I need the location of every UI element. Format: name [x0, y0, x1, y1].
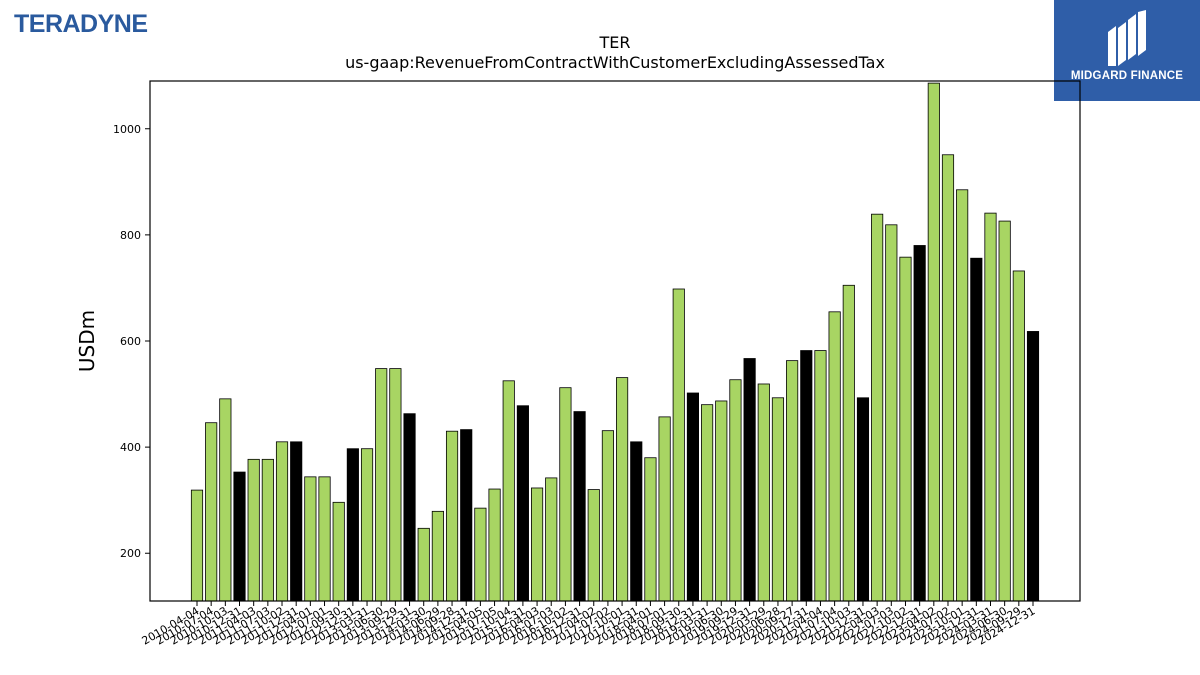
bar-2021-04-04 — [814, 350, 827, 602]
bar-2018-09-30 — [672, 288, 685, 602]
teradyne-logo: TERADYNE — [14, 10, 148, 38]
bar-2013-03-31 — [360, 448, 374, 602]
bar-2011-07-03 — [261, 458, 274, 602]
bar-2015-04-05 — [474, 507, 487, 602]
y-tick-label: 1000 — [113, 123, 141, 136]
bar-2012-09-30 — [332, 501, 345, 602]
bar-2010-07-04 — [205, 422, 218, 602]
bar-2010-10-03 — [219, 398, 232, 602]
bar-2020-06-28 — [771, 397, 785, 602]
bar-2014-09-28 — [445, 430, 459, 602]
bar-2017-12-31 — [630, 441, 643, 602]
bar-2013-09-29 — [389, 368, 402, 602]
bar-2020-09-27 — [786, 360, 799, 602]
bar-2023-07-02 — [941, 154, 955, 602]
bars-group — [190, 82, 1040, 602]
bar-2020-12-31 — [800, 350, 813, 602]
bar-2020-03-29 — [757, 383, 770, 602]
bar-2014-06-29 — [431, 510, 444, 602]
bar-2016-12-31 — [573, 411, 586, 602]
y-tick-label: 400 — [120, 441, 141, 454]
bar-2021-07-04 — [828, 311, 841, 602]
bar-2022-04-03 — [871, 213, 884, 602]
bar-2022-12-31 — [913, 245, 926, 602]
y-tick-label: 800 — [120, 229, 141, 242]
bar-2015-12-31 — [516, 405, 529, 602]
bar-2011-04-03 — [247, 458, 260, 602]
x-axis: 2010-04-042010-07-042010-10-032010-12-31… — [140, 601, 1038, 648]
bar-2022-07-03 — [885, 224, 898, 602]
bar-2019-03-31 — [701, 404, 714, 602]
bar-2024-12-31 — [1026, 331, 1040, 602]
bar-2023-12-31 — [970, 257, 983, 602]
bar-2014-03-30 — [417, 527, 430, 602]
bar-2023-04-02 — [927, 82, 940, 602]
bar-2019-09-29 — [729, 379, 742, 602]
bar-2017-10-01 — [616, 377, 629, 602]
bar-2011-12-31 — [290, 441, 303, 602]
bar-2016-10-02 — [559, 387, 572, 602]
bar-2015-10-04 — [502, 380, 515, 602]
bar-2023-10-01 — [956, 189, 969, 602]
bar-2014-12-31 — [460, 429, 473, 602]
bar-2012-07-01 — [318, 476, 331, 602]
y-axis-label: USDm — [75, 310, 99, 372]
bar-2012-12-31 — [346, 448, 359, 602]
bar-2019-12-31 — [743, 358, 756, 602]
y-tick-label: 200 — [120, 547, 141, 560]
y-tick-label: 600 — [120, 335, 141, 348]
bar-2010-12-31 — [233, 471, 246, 602]
bar-2013-12-31 — [403, 413, 416, 602]
bar-2012-04-01 — [304, 476, 317, 602]
bar-2016-04-03 — [531, 487, 544, 602]
bar-2024-06-30 — [998, 220, 1011, 602]
bar-2021-10-03 — [842, 284, 855, 602]
bar-2011-10-02 — [275, 441, 289, 602]
bar-2015-07-05 — [488, 488, 501, 602]
bar-2018-12-31 — [686, 392, 700, 602]
bar-2017-04-02 — [587, 489, 600, 602]
bar-2010-04-04 — [190, 489, 204, 602]
chart-subtitle: us-gaap:RevenueFromContractWithCustomerE… — [345, 53, 885, 72]
bar-2021-12-31 — [856, 397, 870, 602]
bar-2016-07-03 — [545, 477, 558, 602]
bar-2024-03-31 — [984, 212, 997, 602]
plot-frame — [149, 80, 1081, 602]
bar-2013-06-30 — [375, 368, 388, 602]
chart-title: TER — [599, 33, 631, 52]
midgard-mark-icon — [1108, 10, 1146, 66]
y-axis: 200 400 600 800 1000 — [113, 123, 150, 560]
bar-2018-07-01 — [658, 416, 671, 602]
bar-2019-06-30 — [715, 400, 728, 602]
bar-2018-04-01 — [644, 457, 657, 602]
midgard-finance-name: MIDGARD FINANCE — [1070, 70, 1184, 82]
bar-2022-10-02 — [899, 256, 912, 602]
midgard-finance-logo: MIDGARD FINANCE — [1054, 0, 1200, 101]
bar-2017-07-02 — [601, 430, 614, 602]
bar-2024-09-29 — [1012, 270, 1025, 602]
